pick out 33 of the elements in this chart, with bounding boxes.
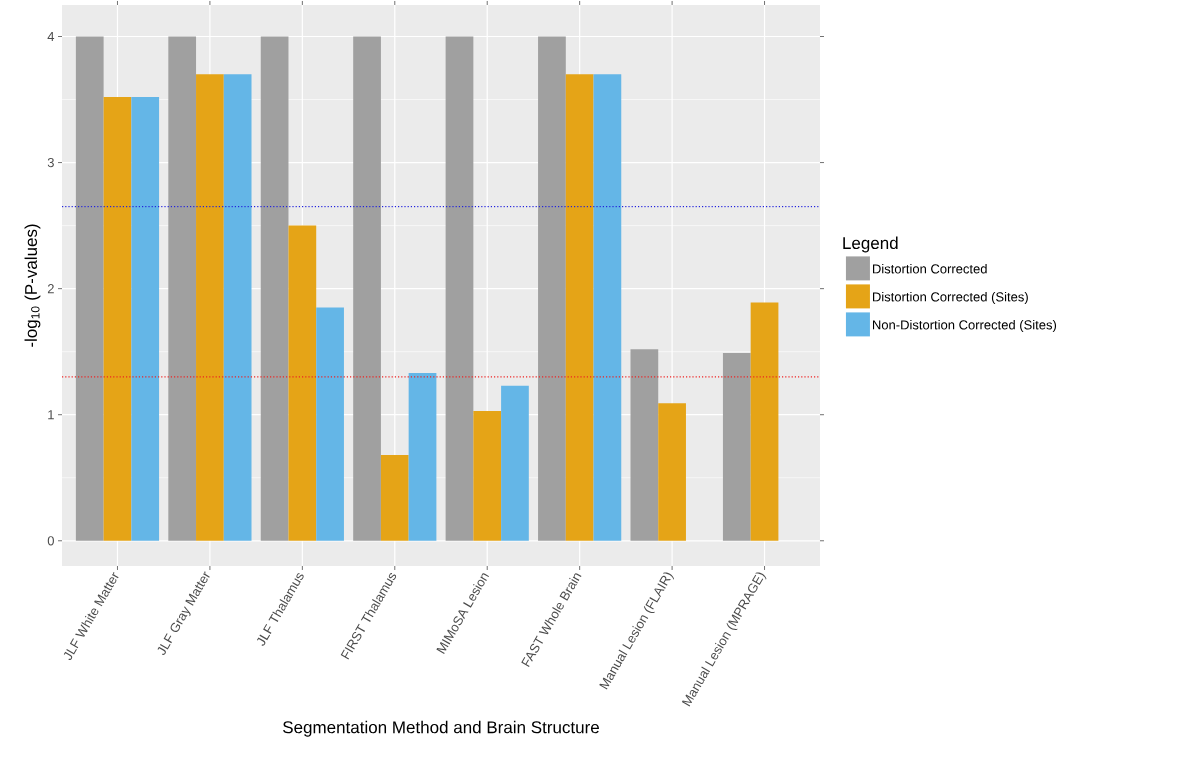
bar <box>658 403 686 541</box>
bar <box>316 307 344 541</box>
bar <box>103 97 132 541</box>
bar <box>593 74 622 541</box>
bar <box>538 36 566 541</box>
bar <box>223 74 252 541</box>
bar <box>260 36 289 541</box>
bar <box>131 97 160 541</box>
y-tick-label: 0 <box>47 536 54 546</box>
bar <box>408 373 437 541</box>
bar <box>288 225 317 541</box>
y-axis-title: -log$_{10}$ (P-values) <box>24 224 41 347</box>
bar <box>75 36 104 541</box>
y-tick-label: 1 <box>48 410 54 420</box>
bar <box>630 349 659 541</box>
legend-label: Distortion Corrected (Sites) <box>873 291 1028 305</box>
bar <box>196 74 224 541</box>
x-axis-title: Segmentation Method and Brain Structure <box>283 720 599 737</box>
bar <box>565 74 594 541</box>
legend-title: Legend <box>843 236 898 253</box>
y-tick-label: 4 <box>47 32 55 41</box>
bar <box>353 36 381 541</box>
y-tick-label: 2 <box>47 284 54 294</box>
bar <box>168 36 197 541</box>
legend-label: Distortion Corrected <box>873 263 987 274</box>
bar <box>380 455 409 541</box>
bar <box>750 302 779 541</box>
bar <box>501 385 529 541</box>
bar <box>473 410 502 541</box>
bar <box>445 36 474 541</box>
bar <box>722 352 751 541</box>
y-tick-label: 3 <box>47 157 54 168</box>
legend-label: Non-Distortion Corrected (Sites) <box>873 319 1057 333</box>
